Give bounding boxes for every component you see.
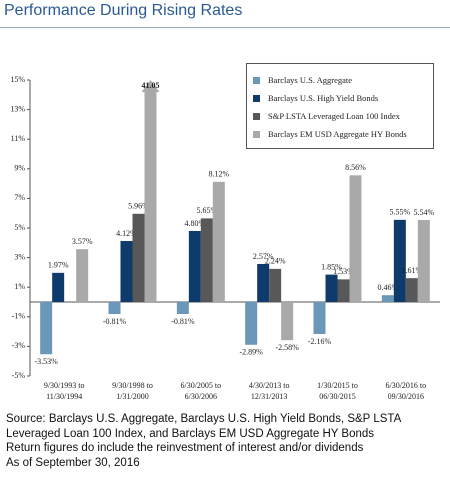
x-tick-label: 4/30/2013 to 12/31/2013 xyxy=(248,381,290,401)
y-tick-label: 7% xyxy=(14,193,25,202)
bar xyxy=(52,272,65,302)
y-tick-label: -5% xyxy=(12,371,26,380)
bar xyxy=(76,249,89,302)
x-tick-label: 6/30/2016 to 09/30/2016 xyxy=(385,381,427,401)
value-label: -2.58% xyxy=(276,343,300,352)
value-label: 1.97% xyxy=(48,261,69,270)
note: Source: Barclays U.S. Aggregate, Barclay… xyxy=(6,413,401,440)
note: Return figures do include the reinvestme… xyxy=(6,442,364,454)
value-label: 1.53% xyxy=(333,267,354,276)
notes: Source: Barclays U.S. Aggregate, Barclay… xyxy=(6,412,446,470)
value-label: 0.46% xyxy=(377,283,398,292)
bar xyxy=(257,263,270,302)
value-label: 4.12% xyxy=(116,229,137,238)
bar xyxy=(132,213,145,302)
legend-label: Barclays U.S. High Yield Bonds xyxy=(268,93,379,103)
legend-label: S&P LSTA Leveraged Loan 100 Index xyxy=(268,111,400,121)
bar xyxy=(381,295,394,302)
value-label: 5.96% xyxy=(128,202,149,211)
x-tick-label: 6/30/2005 to 6/30/2006 xyxy=(180,381,222,401)
bar xyxy=(245,302,258,345)
bar xyxy=(393,219,406,302)
bar xyxy=(200,218,213,302)
bar xyxy=(40,302,53,355)
value-label: 8.56% xyxy=(345,163,366,172)
legend: Barclays U.S. Aggregate Barclays U.S. Hig… xyxy=(246,63,434,149)
value-label: -0.81% xyxy=(103,317,127,326)
y-tick-label: 15% xyxy=(10,75,25,84)
bar xyxy=(188,230,201,302)
title-rule xyxy=(0,27,450,28)
value-label: -2.16% xyxy=(308,337,332,346)
y-tick-label: 5% xyxy=(14,223,25,232)
value-label: -3.53% xyxy=(35,357,59,366)
x-tick-label: 9/30/1998 to 1/31/2000 xyxy=(112,381,153,401)
y-tick-label: 1% xyxy=(14,282,25,291)
x-tick-label: 1/30/2015 to 06/30/2015 xyxy=(317,381,358,401)
bar xyxy=(176,302,189,314)
legend-item: S&P LSTA Leveraged Loan 100 Index xyxy=(253,107,427,125)
value-label: 3.57% xyxy=(72,237,93,246)
legend-swatch xyxy=(253,112,260,120)
legend-label: Barclays U.S. Aggregate xyxy=(268,75,353,85)
bar xyxy=(417,220,430,302)
value-label: 4.80% xyxy=(184,219,205,228)
bar xyxy=(141,80,160,302)
bar xyxy=(337,279,350,302)
legend-label: Barclays EM USD Aggregate HY Bonds xyxy=(268,129,407,139)
legend-item: Barclays U.S. High Yield Bonds xyxy=(253,89,427,107)
y-tick-label: 3% xyxy=(14,252,25,261)
bar xyxy=(349,175,362,302)
value-label: 1.85% xyxy=(321,262,342,271)
y-tick-label: -1% xyxy=(12,312,26,321)
legend-swatch xyxy=(253,76,260,84)
legend-swatch xyxy=(253,130,260,138)
value-label: 5.55% xyxy=(389,208,410,217)
bar xyxy=(212,181,225,302)
bar xyxy=(405,278,418,302)
bar xyxy=(108,302,121,314)
y-tick-label: 13% xyxy=(10,104,25,113)
legend-item: Barclays U.S. Aggregate xyxy=(253,71,427,89)
bar xyxy=(281,302,294,341)
value-label: 1.61% xyxy=(401,266,422,275)
legend-item: Barclays EM USD Aggregate HY Bonds xyxy=(253,125,427,143)
legend-swatch xyxy=(253,94,260,102)
bar xyxy=(120,241,133,302)
bar xyxy=(269,268,282,302)
value-label: 5.65% xyxy=(196,206,217,215)
y-tick-label: 11% xyxy=(11,134,26,143)
value-label: 2.57% xyxy=(253,252,274,261)
value-label: -2.89% xyxy=(240,348,264,357)
bar xyxy=(325,274,338,302)
note: As of September 30, 2016 xyxy=(6,456,140,469)
value-label: 5.54% xyxy=(413,208,434,217)
bar xyxy=(313,302,326,334)
chart-title: Performance During Rising Rates xyxy=(4,2,243,19)
x-tick-label: 9/30/1993 to 11/30/1994 xyxy=(43,381,85,401)
y-tick-label: 9% xyxy=(14,164,25,173)
value-label: -0.81% xyxy=(171,317,195,326)
value-label: 2.24% xyxy=(265,257,286,266)
y-tick-label: -3% xyxy=(12,341,26,350)
value-label: 8.12% xyxy=(208,170,229,179)
value-label: 41.05 xyxy=(142,81,160,90)
